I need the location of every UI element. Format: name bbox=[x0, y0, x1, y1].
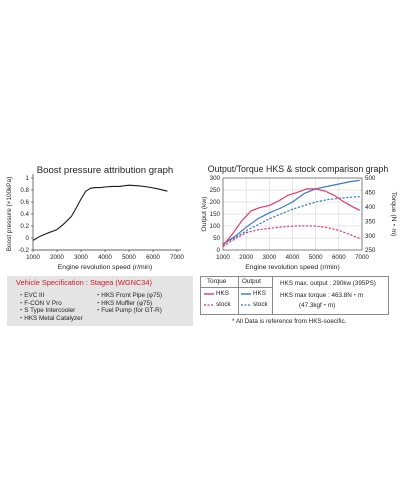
boost-y-tick-label: 0.6 bbox=[20, 199, 29, 206]
output-x-tick-label: 2000 bbox=[239, 254, 253, 261]
boost-x-tick-label: 1000 bbox=[26, 254, 40, 261]
spec-right-list: ・HKS Front Pipe (φ75) ・HKS Muffler (φ75)… bbox=[95, 292, 162, 315]
boost-y-tick-label: 0.8 bbox=[20, 187, 29, 194]
boost-y-tick-label: 0.4 bbox=[20, 211, 29, 218]
boost-y-tick-label: 0 bbox=[26, 235, 30, 242]
output-y-tick-label: 0 bbox=[217, 247, 221, 254]
legend-swatches bbox=[204, 293, 251, 306]
vehicle-spec-box: Vehicle Specification : Stagea (WGNC34) … bbox=[7, 276, 193, 326]
torque-y2-tick-label: 400 bbox=[365, 204, 376, 211]
output-y-tick-label: 100 bbox=[210, 223, 221, 230]
legend-output-hks-label: HKS bbox=[253, 290, 266, 297]
legend-table-header-cell bbox=[238, 277, 273, 288]
output-stock-line bbox=[222, 196, 360, 245]
boost-y-tick-label: 1 bbox=[26, 175, 30, 182]
output-x-axis-label: Engine revolution speed (r/min) bbox=[245, 264, 339, 271]
output-y-tick-label: 300 bbox=[210, 175, 221, 182]
legend-table-divider bbox=[201, 287, 239, 314]
output-x-tick-label: 3000 bbox=[262, 254, 276, 261]
output-x-tick-label: 7000 bbox=[355, 254, 369, 261]
torque-y2-axis-label: Torque (N・m) bbox=[390, 192, 397, 237]
output-torque-chart: 1000 2000 3000 4000 5000 6000 7000 0 50 100 150 200… bbox=[201, 175, 397, 271]
torque-y2-tick-label: 350 bbox=[365, 218, 376, 225]
output-hks-line bbox=[222, 179, 360, 245]
legend-table-divider bbox=[238, 287, 273, 314]
spec-left-list: ・EVC III ・F-CON V Pro ・S Type Intercoole… bbox=[18, 292, 83, 322]
legend-output-stock-label: stock bbox=[253, 301, 268, 308]
output-x-tick-label: 6000 bbox=[332, 254, 346, 261]
legend-torque-hks-label: HKS bbox=[216, 290, 229, 297]
boost-x-tick-label: 6000 bbox=[146, 254, 160, 261]
output-plot-frame bbox=[222, 177, 363, 251]
spec-item: ・S Type Intercooler bbox=[18, 307, 76, 315]
output-header: Output bbox=[242, 278, 261, 285]
max-output-text: HKS max. output : 290kw (395PS) bbox=[280, 280, 376, 287]
boost-series-line bbox=[32, 184, 168, 241]
boost-x-tick-label: 7000 bbox=[170, 254, 184, 261]
output-x-tick-label: 5000 bbox=[309, 254, 323, 261]
torque-y2-tick-label: 300 bbox=[365, 233, 376, 240]
boost-x-tick-label: 3000 bbox=[74, 254, 88, 261]
output-y-tick-label: 50 bbox=[213, 235, 220, 242]
output-chart-title: Output/Torque HKS & stock comparison gra… bbox=[208, 164, 389, 174]
torque-header: Torque bbox=[207, 278, 227, 285]
spec-item: ・Fuel Pump (for GT-R) bbox=[95, 307, 162, 315]
boost-x-tick-label: 4000 bbox=[98, 254, 112, 261]
torque-hks-line bbox=[222, 188, 360, 247]
legend-torque-stock-label: stock bbox=[216, 301, 231, 308]
spec-item: ・EVC III bbox=[18, 292, 45, 299]
reference-note: * All Data is reference from HKS-soecifi… bbox=[232, 318, 347, 325]
torque-stock-line bbox=[222, 225, 360, 248]
boost-x-tick-label: 2000 bbox=[50, 254, 64, 261]
boost-y-tick-label: -0.2 bbox=[18, 247, 29, 254]
legend-table: Torque Output HKS stock HKS stock HKS ma… bbox=[200, 276, 389, 315]
output-x-tick-label: 4000 bbox=[286, 254, 300, 261]
torque-y2-tick-label: 450 bbox=[365, 190, 376, 197]
spec-item: ・F-CON V Pro bbox=[18, 299, 62, 307]
output-y-tick-label: 150 bbox=[210, 211, 221, 218]
output-y-tick-label: 200 bbox=[210, 199, 221, 206]
vehicle-spec-title: Vehicle Specification : Stagea (WGNC34) bbox=[16, 278, 152, 287]
torque-y2-tick-label: 250 bbox=[365, 247, 376, 254]
boost-y-axis-label: Boost pressure (×100kPa) bbox=[6, 177, 13, 251]
boost-chart: 1000 2000 3000 4000 5000 6000 7000 -0.2 0 0.2 0.4 0… bbox=[6, 174, 184, 271]
boost-x-tick-label: 5000 bbox=[122, 254, 136, 261]
boost-y-tick-label: 0.2 bbox=[20, 223, 29, 230]
legend-table-header-cell bbox=[201, 277, 239, 288]
torque-y2-tick-label: 500 bbox=[365, 175, 376, 182]
output-x-tick-label: 1000 bbox=[216, 254, 230, 261]
output-y-axis-label: Output (kw) bbox=[201, 196, 208, 231]
boost-chart-title: Boost pressure attribution graph bbox=[37, 165, 174, 176]
boost-x-axis-label: Engine revolution speed (r/min) bbox=[58, 264, 152, 271]
spec-item: ・HKS Muffler (φ75) bbox=[95, 299, 153, 307]
max-torque-text: HKS max torque : 463.8N・m bbox=[280, 292, 364, 299]
output-y-tick-label: 250 bbox=[210, 187, 221, 194]
spec-item: ・HKS Metal Catalyzer bbox=[18, 314, 83, 322]
max-torque-kgf-text: (47.3kgf・m) bbox=[299, 302, 336, 309]
spec-item: ・HKS Front Pipe (φ75) bbox=[95, 292, 163, 299]
